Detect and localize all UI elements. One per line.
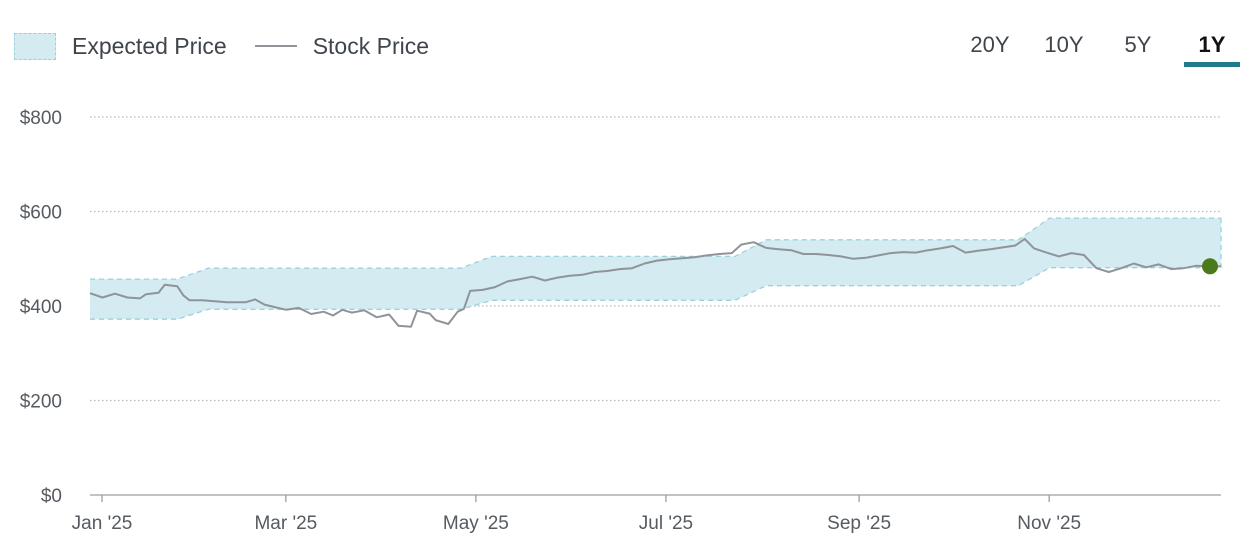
x-tick-label: Sep '25 [827,513,891,534]
legend-stock-label: Stock Price [312,32,430,59]
expected-price-upper-edge [90,217,1221,280]
legend-expected-label: Expected Price [72,32,227,59]
y-tick-label: $200 [20,392,62,413]
x-tick-label: Nov '25 [1017,513,1081,534]
legend-expected-price[interactable]: Expected Price [14,32,227,60]
legend-stock-price[interactable]: Stock Price [254,32,430,60]
range-tab-5y[interactable]: 5Y [1124,32,1152,57]
y-tick-label: $800 [20,108,62,129]
x-tick-label: May '25 [443,513,509,534]
x-tick-label: Mar '25 [254,513,317,534]
range-tab-10y[interactable]: 10Y [1044,32,1084,57]
range-tab-20y[interactable]: 20Y [970,32,1010,57]
stock-price-line [89,237,1221,328]
current-price-marker[interactable] [1202,258,1218,275]
chart-legend: Expected Price Stock Price [14,30,457,62]
y-tick-label: $600 [20,203,62,224]
expected-price-band [90,218,1221,320]
y-tick-label: $0 [41,486,62,507]
x-tick-label: Jan '25 [72,513,133,534]
range-tab-1y[interactable]: 1Y [1184,26,1240,67]
stock-price-swatch [254,45,297,47]
expected-price-swatch [14,32,56,60]
time-range-tabs: 20Y 10Y 5Y 1Y [944,26,1240,67]
expected-price-lower-edge [90,267,1221,320]
y-tick-label: $400 [20,297,62,318]
x-tick-label: Jul '25 [639,513,693,534]
